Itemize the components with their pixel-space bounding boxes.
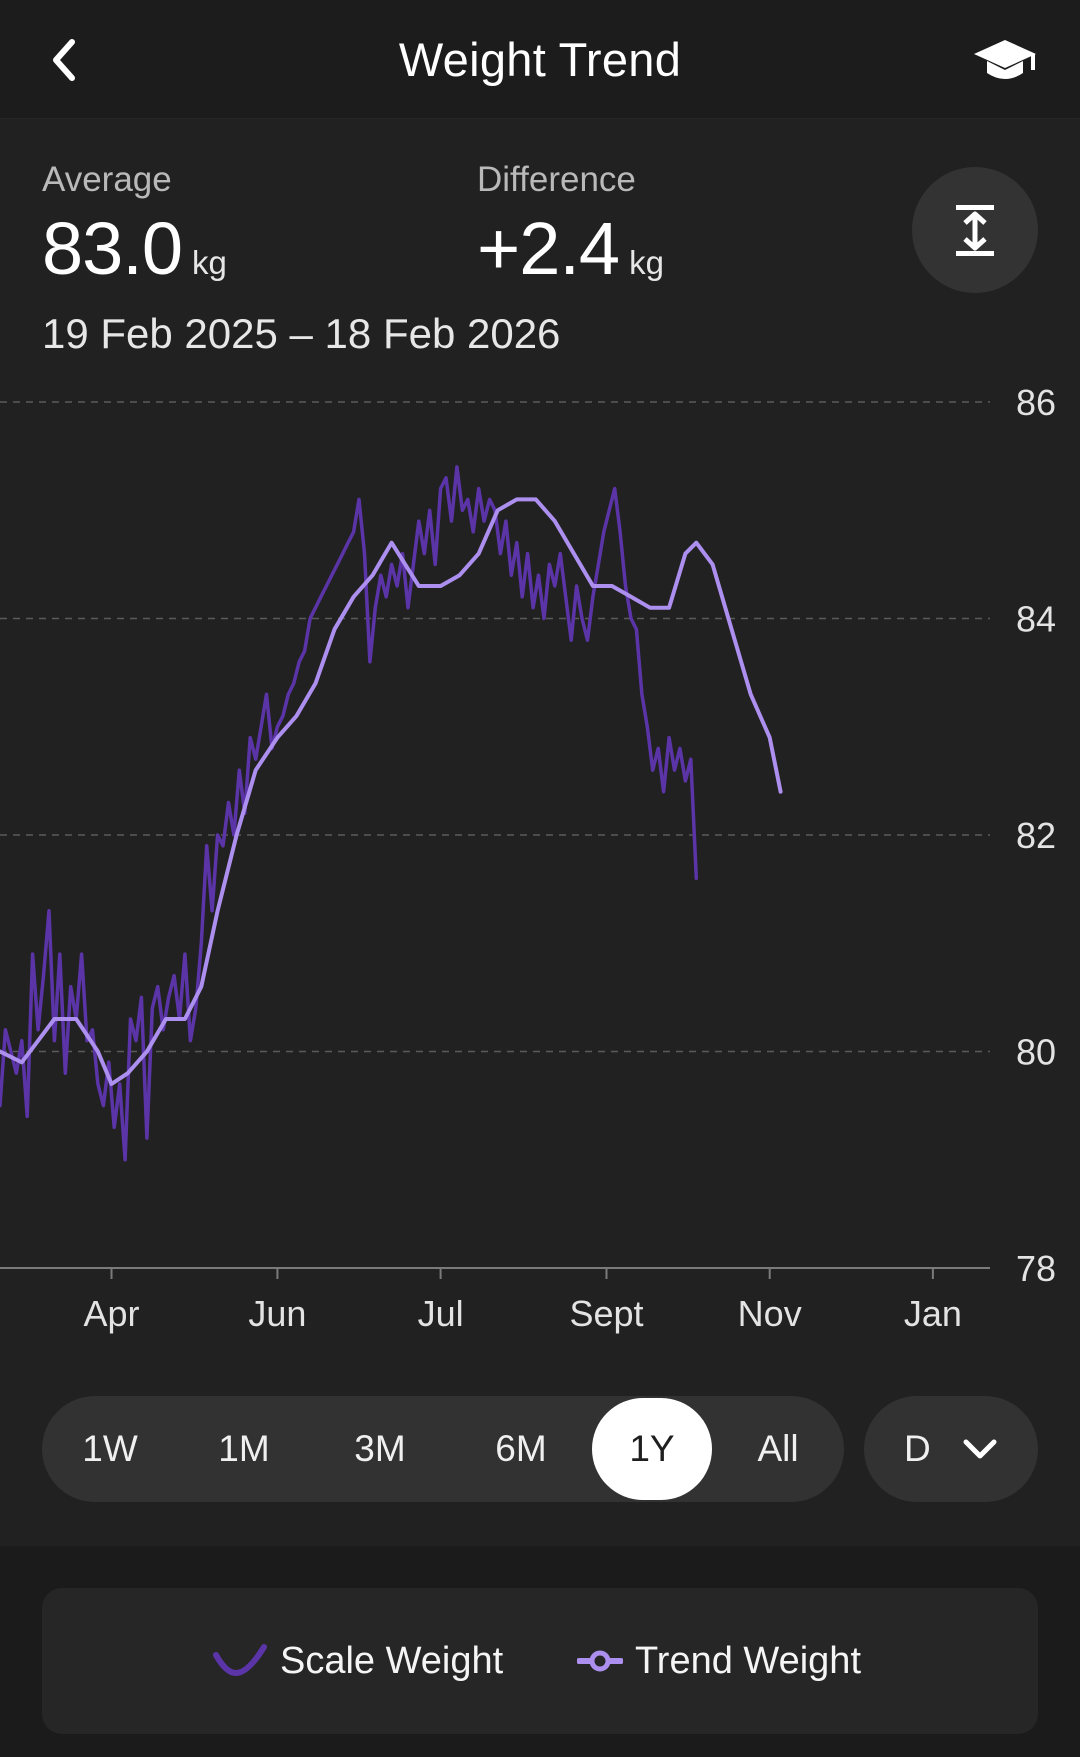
- range-option-3m[interactable]: 3M: [354, 1428, 406, 1469]
- page-title: Weight Trend: [398, 33, 682, 86]
- weight-chart[interactable]: 78 80 82 84 86 Apr Jun Jul Sept Nov Jan: [0, 370, 1080, 1345]
- scale-line-icon: [213, 1644, 267, 1677]
- range-option-1y[interactable]: 1Y: [592, 1398, 712, 1500]
- x-tick-label-jan: Jan: [904, 1293, 962, 1334]
- top-bar: Weight Trend: [0, 0, 1080, 119]
- granularity-dropdown[interactable]: D: [864, 1396, 1038, 1502]
- back-chevron-icon[interactable]: [36, 30, 96, 90]
- trend-line-icon: [577, 1650, 623, 1672]
- x-tick-label-jun: Jun: [248, 1293, 306, 1334]
- difference-unit: kg: [629, 244, 664, 281]
- graduation-cap-icon[interactable]: [970, 30, 1040, 90]
- legend-trend-weight[interactable]: Trend Weight: [577, 1588, 861, 1734]
- x-tick-label-apr: Apr: [83, 1293, 139, 1334]
- difference-stat: Difference +2.4 kg: [477, 160, 664, 291]
- legend-trend-label: Trend Weight: [635, 1639, 861, 1682]
- date-range: 19 Feb 2025 – 18 Feb 2026: [42, 310, 561, 357]
- y-tick-label-78: 78: [1016, 1248, 1056, 1289]
- x-tick-label-jul: Jul: [418, 1293, 464, 1334]
- range-option-1m[interactable]: 1M: [218, 1428, 270, 1469]
- y-tick-label-80: 80: [1016, 1032, 1056, 1073]
- average-label: Average: [42, 160, 172, 199]
- average-unit: kg: [192, 244, 227, 281]
- y-tick-label-86: 86: [1016, 382, 1056, 423]
- vertical-expand-icon: [956, 205, 994, 256]
- difference-value: +2.4: [477, 207, 620, 290]
- y-tick-label-84: 84: [1016, 599, 1056, 640]
- expand-chart-button[interactable]: [912, 167, 1038, 293]
- x-tick-label-nov: Nov: [738, 1293, 802, 1334]
- average-value: 83.0: [42, 207, 183, 290]
- legend-scale-weight[interactable]: Scale Weight: [212, 1588, 503, 1734]
- average-stat: Average 83.0 kg: [42, 160, 227, 291]
- range-option-6m[interactable]: 6M: [495, 1428, 547, 1469]
- y-tick-label-82: 82: [1016, 815, 1056, 856]
- series-trend-weight: [0, 497, 783, 1086]
- legend: Scale Weight Trend Weight: [42, 1588, 1038, 1734]
- legend-scale-label: Scale Weight: [280, 1639, 504, 1682]
- granularity-value: D: [904, 1428, 931, 1469]
- x-tick-label-sept: Sept: [569, 1293, 643, 1334]
- series-scale-weight: [0, 465, 699, 1162]
- range-option-all[interactable]: All: [757, 1428, 799, 1469]
- range-option-1w[interactable]: 1W: [82, 1428, 138, 1469]
- legend-footer: Scale Weight Trend Weight: [0, 1546, 1080, 1757]
- difference-label: Difference: [477, 160, 636, 199]
- chevron-down-icon: [963, 1439, 997, 1459]
- time-range-selector: 1W 1M 3M 6M 1Y All: [42, 1396, 844, 1502]
